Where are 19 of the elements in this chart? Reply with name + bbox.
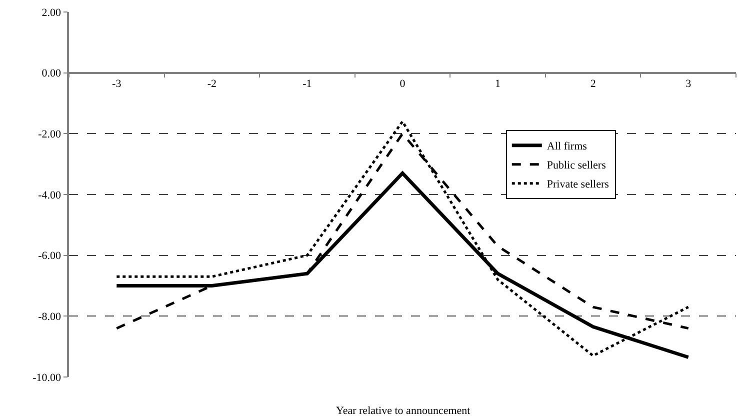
x-tick-label: 2 [590,78,596,90]
x-tick-label: -1 [302,78,312,90]
y-tick-label: 0.00 [42,68,62,80]
x-tick-label: -2 [207,78,217,90]
legend-label: Public sellers [546,160,606,172]
legend-label: Private sellers [546,178,609,191]
y-tick-label: -10.00 [32,372,62,384]
x-tick-label: -3 [112,78,122,90]
x-axis-title: Year relative to announcement [336,405,470,416]
y-tick-label: 2.00 [42,6,62,19]
y-tick-label: -8.00 [38,311,62,324]
x-tick-label: 1 [495,78,501,90]
y-tick-label: -6.00 [38,250,62,262]
x-tick-label: 3 [686,78,692,90]
y-tick-label: -2.00 [38,128,62,141]
x-tick-label: 0 [400,78,406,90]
legend-label: All firms [546,140,587,153]
y-tick-label: -4.00 [38,189,62,202]
line-series [115,120,690,357]
